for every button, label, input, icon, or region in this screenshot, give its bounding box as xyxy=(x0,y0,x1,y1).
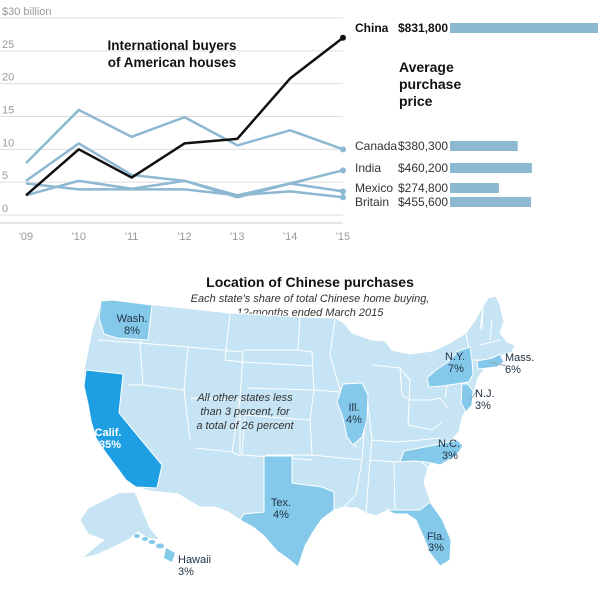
chart-title-line-1: International buyers xyxy=(107,38,236,53)
map-title: Location of Chinese purchases xyxy=(206,274,414,290)
y-tick-label: 10 xyxy=(2,137,14,149)
bar-value-label: $455,600 xyxy=(398,195,448,209)
label-ill-name: Ill. xyxy=(349,402,360,414)
state-illinois xyxy=(336,382,369,446)
bar-mexico xyxy=(450,183,499,193)
series-line-china xyxy=(25,36,344,197)
x-tick-label: '10 xyxy=(72,231,86,243)
y-tick-label: 0 xyxy=(2,203,8,215)
label-mass-name: Mass. xyxy=(505,352,534,364)
label-hawaii-share: 3% xyxy=(178,566,194,578)
state-alaska xyxy=(79,491,162,559)
x-tick-labels: '09 '10 '11 '12 '13 '14 '15 xyxy=(19,231,350,243)
y-gridlines xyxy=(0,17,343,224)
bar-value-label: $274,800 xyxy=(398,181,448,195)
bar-india xyxy=(450,163,532,173)
bar-title-line-3: price xyxy=(399,93,433,109)
x-tick-label: '09 xyxy=(19,231,33,243)
series-end-point-canada xyxy=(340,146,346,153)
bar-value-label: $380,300 xyxy=(398,139,448,153)
state-florida xyxy=(385,501,452,567)
y-tick-label: 15 xyxy=(2,105,14,117)
map-subtitle-line-1: Each state's share of total Chinese home… xyxy=(191,293,430,305)
leader-lines xyxy=(469,361,507,401)
x-tick-label: '15 xyxy=(336,231,350,243)
series-line-britain xyxy=(25,182,344,199)
label-fla-name: Fla. xyxy=(427,531,445,543)
series-end-point-india xyxy=(340,167,346,174)
x-tick-label: '11 xyxy=(125,231,139,243)
state-massachusetts xyxy=(476,353,505,370)
label-fla-share: 3% xyxy=(428,542,444,554)
label-mass-share: 6% xyxy=(505,364,521,376)
x-tick-label: '14 xyxy=(283,231,297,243)
state-north-carolina xyxy=(399,439,464,466)
bar-chart: Average purchase price China $831,800 Cana… xyxy=(355,21,598,209)
series-line-india xyxy=(25,142,344,197)
series-lines xyxy=(25,34,346,201)
series-label-britain: Britain xyxy=(355,195,389,209)
bars: China $831,800 Canada $380,300 India $460,200… xyxy=(355,21,598,209)
label-calif-share: 35% xyxy=(99,439,121,451)
state-california xyxy=(83,369,163,489)
series-end-point-mexico xyxy=(340,188,346,195)
series-label-canada: Canada xyxy=(355,139,397,153)
bar-britain xyxy=(450,197,532,207)
bar-value-label: $831,800 xyxy=(398,21,448,35)
label-nc-name: N.C. xyxy=(438,438,460,450)
series-line-mexico xyxy=(25,179,344,199)
map-note-line-1: All other states less xyxy=(196,392,293,404)
x-tick-label: '13 xyxy=(230,231,244,243)
label-nc-share: 3% xyxy=(442,450,458,462)
map-note-line-3: a total of 26 percent xyxy=(196,420,294,432)
y-tick-label: 20 xyxy=(2,72,14,84)
y-tick-label: $30 billion xyxy=(2,6,52,18)
state-texas xyxy=(239,455,335,568)
us-map: Location of Chinese purchases Each state… xyxy=(79,274,534,578)
series-label-china: China xyxy=(355,21,389,35)
label-ill-share: 4% xyxy=(346,414,362,426)
label-ny-share: 7% xyxy=(448,363,464,375)
label-nj-name: N.J. xyxy=(475,388,495,400)
series-label-india: India xyxy=(355,161,381,175)
bar-value-label: $460,200 xyxy=(398,161,448,175)
state-hawaii xyxy=(134,534,175,562)
label-nj-share: 3% xyxy=(475,400,491,412)
x-tick-label: '12 xyxy=(177,231,191,243)
label-hawaii-name: Hawaii xyxy=(178,554,211,566)
series-label-mexico: Mexico xyxy=(355,181,393,195)
map-note-line-2: than 3 percent, for xyxy=(200,406,291,418)
label-wash-name: Wash. xyxy=(117,313,148,325)
series-end-point-britain xyxy=(340,194,346,201)
chart-title-line-2: of American houses xyxy=(108,55,237,70)
label-tex-name: Tex. xyxy=(271,497,291,509)
y-tick-labels: 0 5 10 15 20 25 $30 billion xyxy=(2,6,52,215)
line-chart: 0 5 10 15 20 25 $30 billion '09 '10 '11 '12 '13 '14… xyxy=(0,6,350,243)
state-new-york xyxy=(426,346,474,388)
state-washington xyxy=(98,299,153,341)
y-tick-label: 25 xyxy=(2,39,14,51)
label-tex-share: 4% xyxy=(273,509,289,521)
bar-title-line-2: purchase xyxy=(399,76,461,92)
state-new-jersey xyxy=(460,383,474,413)
label-ny-name: N.Y. xyxy=(445,351,465,363)
series-line-canada xyxy=(25,108,344,165)
bar-title-line-1: Average xyxy=(399,59,454,75)
label-calif-name: Calif. xyxy=(95,427,122,439)
bar-china xyxy=(450,23,598,33)
y-tick-label: 5 xyxy=(2,170,8,182)
bar-canada xyxy=(450,141,518,151)
series-end-point-china xyxy=(340,34,346,41)
label-wash-share: 8% xyxy=(124,325,140,337)
